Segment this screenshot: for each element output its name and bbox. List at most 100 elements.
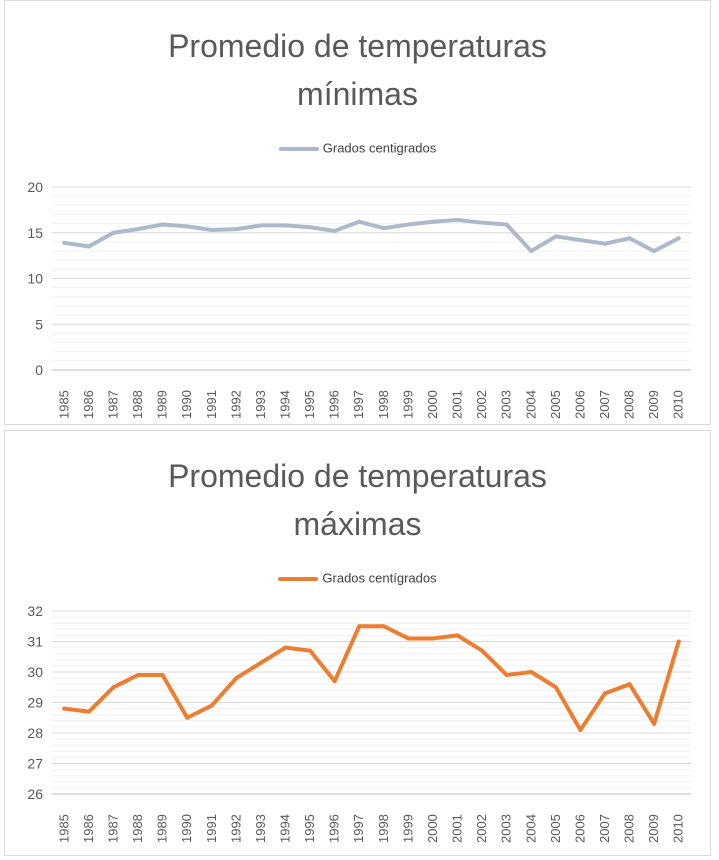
data-point (258, 660, 263, 665)
data-point (381, 226, 386, 231)
x-tick-label: 1993 (253, 814, 268, 843)
data-point (406, 222, 411, 227)
x-tick-label: 2000 (425, 814, 440, 843)
data-point (308, 648, 313, 653)
data-point (357, 624, 362, 629)
legend-label: Grados centígrados (322, 570, 437, 586)
y-tick-label: 29 (27, 695, 43, 711)
plot-area: 26 27 28 29 30 31 32 1985 1986 1987 1988 1989 1990 19… (27, 603, 691, 843)
x-tick-label: 1994 (277, 390, 292, 419)
x-tick-label: 2003 (499, 390, 514, 419)
data-point (209, 228, 214, 233)
x-tick-label: 1988 (130, 390, 145, 419)
x-tick-label: 1990 (179, 814, 194, 843)
x-tick-label: 1996 (327, 814, 342, 843)
data-point (627, 682, 632, 687)
x-tick-label: 2009 (646, 814, 661, 843)
data-point (283, 645, 288, 650)
x-tick-label: 1999 (400, 390, 415, 419)
data-point (234, 227, 239, 232)
data-point (652, 721, 657, 726)
data-point (602, 691, 607, 696)
data-point (406, 636, 411, 641)
data-point (553, 234, 558, 239)
chart-title-line2: mínimas (297, 76, 418, 112)
data-point (480, 648, 485, 653)
legend-swatch (278, 146, 319, 151)
data-point (234, 676, 239, 681)
data-point (627, 236, 632, 241)
x-tick-label: 2005 (548, 390, 563, 419)
legend-swatch (278, 576, 319, 581)
y-tick-label: 15 (27, 225, 43, 241)
x-tick-label: 2001 (450, 814, 465, 843)
data-point (308, 225, 313, 230)
x-tick-label: 2006 (572, 390, 587, 419)
x-tick-label: 1996 (327, 390, 342, 419)
x-tick-label: 1997 (351, 390, 366, 419)
data-point (111, 685, 116, 690)
x-tick-label: 2004 (523, 814, 538, 843)
y-tick-label: 32 (27, 603, 43, 619)
data-point (86, 709, 91, 714)
data-point (504, 673, 509, 678)
data-point (160, 673, 165, 678)
x-tick-label: 2007 (597, 814, 612, 843)
x-tick-label: 2008 (622, 814, 637, 843)
x-tick-label: 1988 (130, 814, 145, 843)
chart-title-line2: máximas (293, 506, 422, 542)
x-tick-label: 1986 (81, 390, 96, 419)
x-tick-label: 1991 (204, 814, 219, 843)
y-tick-label: 26 (27, 786, 43, 802)
data-point (602, 241, 607, 246)
x-tick-label: 1989 (155, 814, 170, 843)
x-tick-label: 2009 (646, 390, 661, 419)
x-tick-label: 1994 (277, 814, 292, 843)
data-point (332, 679, 337, 684)
data-point (332, 228, 337, 233)
data-point (455, 633, 460, 638)
x-tick-label: 2005 (548, 814, 563, 843)
x-tick-label: 2006 (572, 814, 587, 843)
data-point (283, 223, 288, 228)
y-tick-label: 5 (35, 316, 43, 332)
y-tick-label: 0 (35, 362, 43, 378)
chart-maximas: Promedio de temperaturas máximas Grados … (4, 430, 711, 856)
x-tick-label: 1997 (351, 814, 366, 843)
chart-title-line1: Promedio de temperaturas (168, 28, 547, 64)
legend-label: Grados centigrados (322, 140, 437, 156)
x-tick-label: 1985 (56, 390, 71, 419)
legend: Grados centígrados (5, 569, 710, 587)
data-point (480, 220, 485, 225)
x-tick-label: 1991 (204, 390, 219, 419)
data-point (185, 715, 190, 720)
series-line (62, 624, 681, 732)
x-tick-label: 1987 (105, 390, 120, 419)
data-point (136, 673, 141, 678)
x-tick-label: 1998 (376, 814, 391, 843)
x-tick-label: 1989 (155, 390, 170, 419)
series-line (62, 217, 681, 254)
x-tick-label: 1990 (179, 390, 194, 419)
data-point (381, 624, 386, 629)
chart-title-line1: Promedio de temperaturas (168, 458, 547, 494)
data-point (430, 219, 435, 224)
x-tick-label: 2010 (671, 814, 686, 843)
x-tick-label: 1995 (302, 390, 317, 419)
x-tick-label: 2002 (474, 390, 489, 419)
data-point (578, 238, 583, 243)
data-point (258, 223, 263, 228)
y-tick-label: 27 (27, 756, 43, 772)
data-point (62, 706, 67, 711)
data-point (504, 222, 509, 227)
y-tick-label: 28 (27, 725, 43, 741)
y-tick-label: 20 (27, 179, 43, 195)
x-tick-label: 1985 (56, 814, 71, 843)
data-point (86, 244, 91, 249)
data-point (578, 727, 583, 732)
y-tick-label: 30 (27, 664, 43, 680)
data-point (676, 639, 681, 644)
data-point (357, 219, 362, 224)
data-point (676, 236, 681, 241)
data-point (529, 670, 534, 674)
